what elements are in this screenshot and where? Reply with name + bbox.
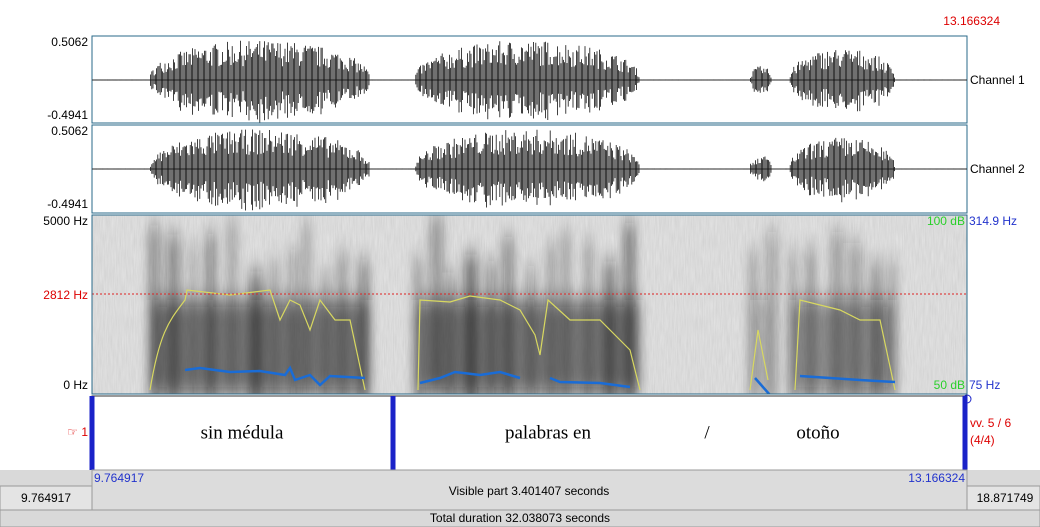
energy-column (767, 232, 776, 411)
amplitude-min: -0.4941 (47, 108, 88, 122)
pitch-min: 75 Hz (969, 378, 1000, 392)
sound-editor: 13.166324 0.5062 -0.4941 Channel 1 0.506… (0, 0, 1040, 527)
visible-start: 9.764917 (94, 471, 144, 485)
visible-part: Visible part 3.401407 seconds (449, 484, 610, 498)
intensity-min: 50 dB (934, 378, 965, 392)
cursor-time: 13.166324 (943, 14, 1000, 28)
energy-column (625, 223, 634, 402)
intensity-max: 100 dB (927, 214, 965, 228)
interval-label[interactable]: sin médula (201, 422, 284, 443)
frequency-max: 5000 Hz (43, 214, 88, 228)
frequency-min: 0 Hz (63, 378, 88, 392)
energy-column (586, 240, 592, 419)
interval-label[interactable]: / (704, 422, 710, 443)
energy-column (831, 232, 843, 411)
window-end: 18.871749 (977, 491, 1034, 505)
tier-info: vv. 5 / 6 (970, 416, 1011, 430)
window-start: 9.764917 (21, 491, 71, 505)
energy-column (207, 234, 215, 413)
energy-column (150, 226, 158, 405)
cursor-frequency: 2812 Hz (43, 288, 88, 302)
channel-label: Channel 2 (970, 162, 1025, 176)
tier-count: (4/4) (970, 433, 995, 447)
energy-column (504, 237, 513, 416)
tier-number[interactable]: ☞ 1 (67, 425, 88, 439)
visible-end: 13.166324 (908, 471, 965, 485)
amplitude-max: 0.5062 (51, 35, 88, 49)
total-duration: Total duration 32.038073 seconds (430, 511, 610, 525)
amplitude-min: -0.4941 (47, 197, 88, 211)
energy-column (303, 222, 309, 401)
interval-label[interactable]: palabras en (505, 422, 591, 443)
channel-label: Channel 1 (970, 73, 1025, 87)
energy-column (431, 215, 443, 394)
interval-label[interactable]: otoño (796, 422, 839, 443)
pitch-max: 314.9 Hz (969, 214, 1017, 228)
amplitude-max: 0.5062 (51, 124, 88, 138)
